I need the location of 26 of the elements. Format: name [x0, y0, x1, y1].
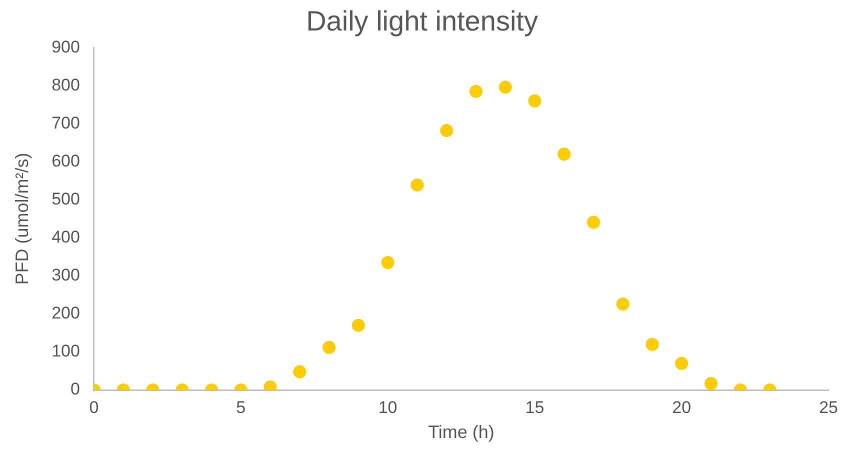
x-tick-label: 20 — [672, 398, 692, 417]
point — [498, 80, 512, 94]
y-tick-label: 400 — [52, 228, 80, 247]
y-axis-title: PFD (umol/m²/s) — [12, 152, 32, 285]
x-tick-label: 15 — [525, 398, 544, 417]
chart-title: Daily light intensity — [306, 6, 538, 37]
x-tick-label: 10 — [378, 398, 398, 417]
point — [440, 124, 454, 138]
point — [528, 94, 542, 108]
y-tick-label: 0 — [70, 380, 80, 399]
x-tick-label: 25 — [819, 398, 838, 417]
x-tick-label: 0 — [89, 398, 99, 417]
y-tick-label: 600 — [52, 151, 80, 170]
x-tick-label: 5 — [236, 398, 246, 417]
point — [558, 148, 571, 161]
point — [469, 84, 482, 98]
y-tick-label: 100 — [52, 342, 80, 361]
y-tick-label: 700 — [52, 113, 80, 132]
y-tick-label: 300 — [52, 266, 80, 285]
point — [586, 216, 600, 229]
y-tick-label: 800 — [52, 75, 80, 94]
x-axis-title: Time (h) — [428, 422, 494, 442]
y-tick-label: 200 — [52, 304, 80, 323]
y-tick-label: 500 — [52, 189, 80, 208]
y-tick-label: 900 — [52, 37, 80, 56]
point — [410, 178, 424, 192]
